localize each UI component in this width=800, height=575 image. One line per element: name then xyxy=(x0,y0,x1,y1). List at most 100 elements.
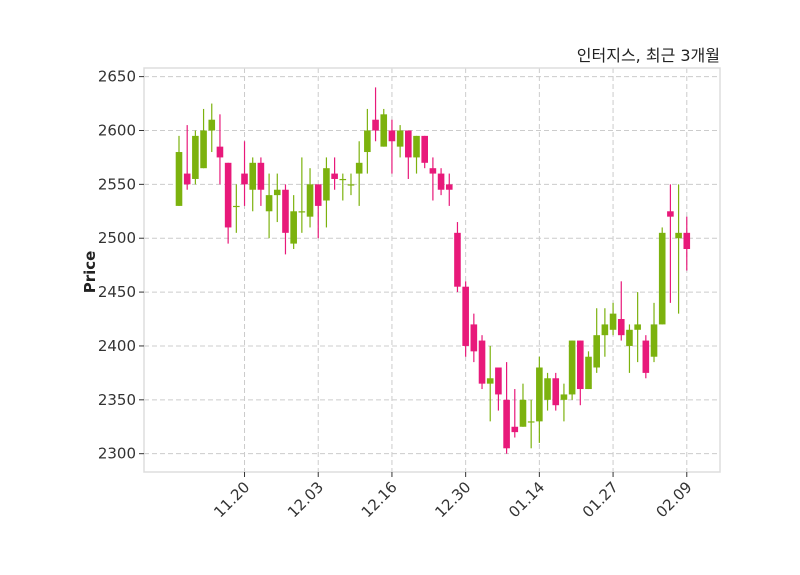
candle xyxy=(372,87,379,142)
y-tick-label: 2500 xyxy=(98,229,136,247)
candle xyxy=(241,141,248,206)
candle xyxy=(601,308,609,357)
candle-body xyxy=(437,173,445,190)
candle-body xyxy=(314,184,322,206)
candle-body xyxy=(478,340,486,384)
candle-body xyxy=(470,324,478,352)
candle-body xyxy=(388,130,396,142)
y-axis-label: Price xyxy=(81,251,99,294)
candle xyxy=(609,302,617,336)
candle xyxy=(192,130,199,185)
candle xyxy=(208,103,216,153)
candle-body xyxy=(339,178,347,181)
candle xyxy=(347,173,355,196)
candle xyxy=(216,114,224,185)
candle xyxy=(585,351,592,390)
candle-body xyxy=(183,173,191,185)
candle xyxy=(519,383,527,427)
candle-body xyxy=(642,340,650,373)
candle xyxy=(224,162,232,244)
candle xyxy=(617,281,625,341)
x-tick-label: 12.16 xyxy=(358,478,401,521)
y-axis: 2300 2350 2400 2450 2500 2550 2600 2650 xyxy=(98,68,144,463)
candle xyxy=(257,157,265,206)
x-tick-label: 11.20 xyxy=(210,478,253,521)
candle xyxy=(273,173,281,223)
candle-body xyxy=(306,184,314,217)
candle xyxy=(667,184,674,303)
candle xyxy=(421,135,428,169)
candle-body xyxy=(445,184,453,190)
candle-body xyxy=(486,378,494,384)
candle xyxy=(642,335,650,379)
candle xyxy=(683,216,691,271)
candle xyxy=(314,184,322,239)
candle xyxy=(298,157,306,233)
x-tick-label: 02.09 xyxy=(653,478,696,521)
candle xyxy=(437,168,445,196)
y-tick-label: 2350 xyxy=(98,391,136,409)
candle-body xyxy=(503,399,510,449)
candle-body xyxy=(560,394,568,400)
candle xyxy=(405,130,412,179)
candle xyxy=(200,108,207,169)
candle-body xyxy=(413,135,420,158)
y-tick-label: 2400 xyxy=(98,337,136,355)
candle-body xyxy=(577,340,584,390)
y-tick-label: 2600 xyxy=(98,121,136,139)
candle xyxy=(290,195,297,249)
candle-body xyxy=(233,205,240,208)
y-tick-label: 2550 xyxy=(98,175,136,193)
candle xyxy=(536,356,543,443)
candle-body xyxy=(462,286,469,346)
candle-body xyxy=(519,399,527,427)
plot-frame xyxy=(143,67,721,473)
candle xyxy=(355,141,363,206)
candle-body xyxy=(282,189,289,233)
candle xyxy=(650,302,658,363)
candle-body xyxy=(454,232,461,287)
candle-body xyxy=(626,329,633,346)
candle-body xyxy=(544,378,551,400)
candle xyxy=(323,157,330,228)
candle-body xyxy=(257,162,265,190)
candle xyxy=(339,173,347,201)
candle xyxy=(388,119,396,174)
candle xyxy=(634,292,641,363)
candle-body xyxy=(216,146,224,158)
candle-body xyxy=(658,232,666,325)
x-tick-label: 01.27 xyxy=(579,478,622,521)
candle xyxy=(577,340,584,406)
candle-body xyxy=(355,162,363,174)
candle xyxy=(495,367,502,411)
candle-body xyxy=(241,173,248,185)
candle xyxy=(593,308,600,373)
candle-body xyxy=(609,313,617,330)
candle-body xyxy=(667,211,674,217)
x-tick-label: 12.30 xyxy=(431,478,474,521)
candle-body xyxy=(601,324,609,336)
candle-body xyxy=(568,340,576,395)
candle-body xyxy=(634,324,641,330)
x-tick-label: 01.14 xyxy=(505,478,548,521)
candle-body xyxy=(290,211,297,244)
candle xyxy=(486,345,494,422)
candle-body xyxy=(585,356,592,390)
candle-body xyxy=(421,135,428,163)
candle xyxy=(306,168,314,228)
candle xyxy=(413,135,420,174)
candle xyxy=(175,135,183,206)
candle-body xyxy=(495,367,502,395)
candle-body xyxy=(527,421,535,423)
candle xyxy=(470,313,478,363)
candle xyxy=(462,281,469,357)
candle-body xyxy=(273,189,281,196)
x-axis: 11.20 12.03 12.16 12.30 01.14 01.27 02.09 xyxy=(210,472,696,521)
candle-body xyxy=(265,195,273,212)
candle xyxy=(544,372,551,411)
y-tick-label: 2300 xyxy=(98,445,136,463)
candle xyxy=(282,184,289,255)
candle xyxy=(445,173,453,206)
y-tick-label: 2450 xyxy=(98,283,136,301)
